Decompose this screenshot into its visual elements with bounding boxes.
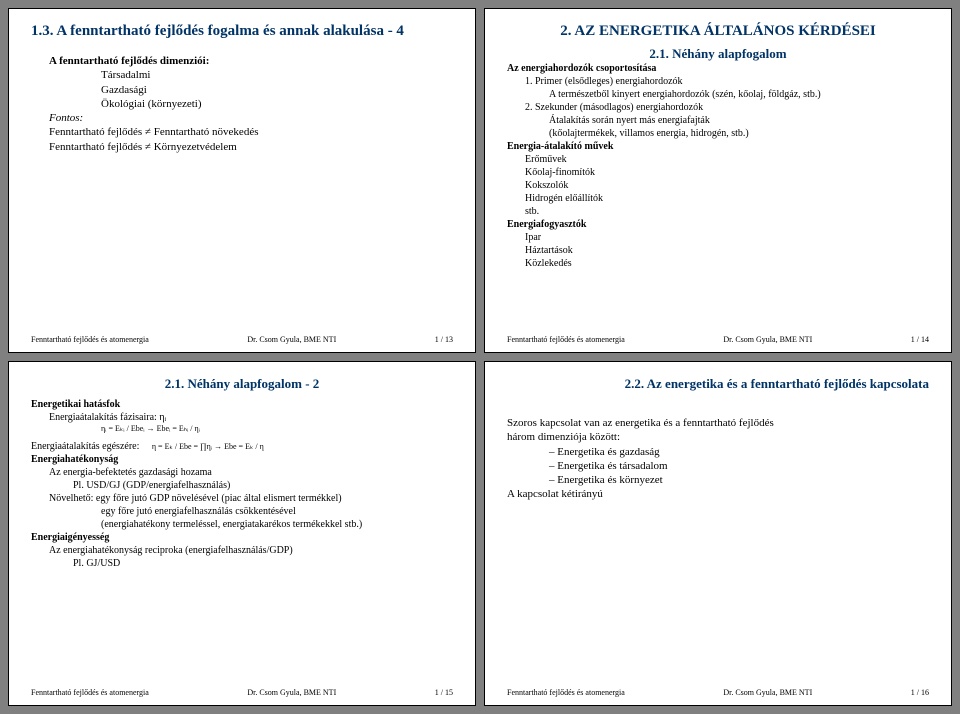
slide-14: 2. AZ ENERGETIKA ÁLTALÁNOS KÉRDÉSEI 2.1.… xyxy=(484,8,952,353)
equation: η = Eₖ / Ebe = ∏ηᵢ → Ebe = Eₖ / η xyxy=(152,442,264,451)
text-line: Energia-átalakító művek xyxy=(507,140,929,153)
text-line: – Energetika és társadalom xyxy=(549,459,929,473)
footer-right: 1 / 13 xyxy=(435,335,453,344)
slide-footer: Fenntartható fejlődés és atomenergia Dr.… xyxy=(507,335,929,344)
text-line: Szoros kapcsolat van az energetika és a … xyxy=(507,416,929,430)
slide-content: Az energiahordozók csoportosítása 1. Pri… xyxy=(507,62,929,331)
text-line: Pl. GJ/USD xyxy=(73,557,453,570)
footer-left: Fenntartható fejlődés és atomenergia xyxy=(31,335,149,344)
text-line: Energiaátalakítás egészére: η = Eₖ / Ebe… xyxy=(31,440,453,453)
text-line: egy főre jutó energiafelhasználás csökke… xyxy=(101,505,453,518)
text-line: Az energiahatékonyság reciproka (energia… xyxy=(49,544,453,557)
text-line: Átalakítás során nyert más energiafajták xyxy=(549,114,929,127)
slide-title: 2. AZ ENERGETIKA ÁLTALÁNOS KÉRDÉSEI xyxy=(507,23,929,40)
text-line: Fenntartható fejlődés ≠ Fenntartható növ… xyxy=(49,125,453,139)
footer-mid: Dr. Csom Gyula, BME NTI xyxy=(247,335,336,344)
text-line: Energiahatékonyság xyxy=(31,453,453,466)
text-line: 2. Szekunder (másodlagos) energiahordozó… xyxy=(525,101,929,114)
text-line: Fenntartható fejlődés ≠ Környezetvédelem xyxy=(49,140,453,154)
text-line: – Energetika és gazdaság xyxy=(549,445,929,459)
text-line: (energiahatékony termeléssel, energiatak… xyxy=(101,518,453,531)
text-line: Az energiahordozók csoportosítása xyxy=(507,62,929,75)
footer-right: 1 / 15 xyxy=(435,688,453,697)
footer-left: Fenntartható fejlődés és atomenergia xyxy=(507,335,625,344)
slide-13: 1.3. A fenntartható fejlődés fogalma és … xyxy=(8,8,476,353)
footer-left: Fenntartható fejlődés és atomenergia xyxy=(31,688,149,697)
text-line: Fontos: xyxy=(49,111,453,125)
text-line: A fenntartható fejlődés dimenziói: xyxy=(49,54,453,68)
text-line: Erőművek xyxy=(525,153,929,166)
slide-content: A fenntartható fejlődés dimenziói: Társa… xyxy=(31,46,453,331)
slide-15: 2.1. Néhány alapfogalom - 2 Energetikai … xyxy=(8,361,476,706)
footer-right: 1 / 16 xyxy=(911,688,929,697)
text-line: Ipar xyxy=(525,231,929,244)
text-line: Közlekedés xyxy=(525,257,929,270)
slide-content: Szoros kapcsolat van az energetika és a … xyxy=(507,398,929,684)
text-line: Hidrogén előállítók xyxy=(525,192,929,205)
footer-mid: Dr. Csom Gyula, BME NTI xyxy=(723,688,812,697)
slide-content: Energetikai hatásfok Energiaátalakítás f… xyxy=(31,398,453,684)
slide-title: 1.3. A fenntartható fejlődés fogalma és … xyxy=(31,23,453,40)
footer-left: Fenntartható fejlődés és atomenergia xyxy=(507,688,625,697)
text-line: Pl. USD/GJ (GDP/energiafelhasználás) xyxy=(73,479,453,492)
text-line: Háztartások xyxy=(525,244,929,257)
slide-footer: Fenntartható fejlődés és atomenergia Dr.… xyxy=(507,688,929,697)
slide-footer: Fenntartható fejlődés és atomenergia Dr.… xyxy=(31,688,453,697)
text-line: Az energia-befektetés gazdasági hozama xyxy=(49,466,453,479)
slide-footer: Fenntartható fejlődés és atomenergia Dr.… xyxy=(31,335,453,344)
text-line: Gazdasági xyxy=(101,83,453,97)
equation: ηᵢ = Eₖᵢ / Ebeᵢ → Ebeᵢ = Eₕᵢ / ηᵢ xyxy=(101,424,453,434)
text-line: (kőolajtermékek, villamos energia, hidro… xyxy=(549,127,929,140)
text-line: Társadalmi xyxy=(101,68,453,82)
slide-16: 2.2. Az energetika és a fenntartható fej… xyxy=(484,361,952,706)
text-line: Energiaigényesség xyxy=(31,531,453,544)
text-line: – Energetika és környezet xyxy=(549,473,929,487)
text-line: Kőolaj-finomítók xyxy=(525,166,929,179)
text-line: három dimenziója között: xyxy=(507,430,929,444)
slide-subtitle: 2.1. Néhány alapfogalom - 2 xyxy=(31,376,453,392)
slide-subtitle: 2.1. Néhány alapfogalom xyxy=(507,46,929,62)
text-line: stb. xyxy=(525,205,929,218)
footer-right: 1 / 14 xyxy=(911,335,929,344)
footer-mid: Dr. Csom Gyula, BME NTI xyxy=(247,688,336,697)
slide-subtitle: 2.2. Az energetika és a fenntartható fej… xyxy=(507,376,929,392)
footer-mid: Dr. Csom Gyula, BME NTI xyxy=(723,335,812,344)
text-line: Energiafogyasztók xyxy=(507,218,929,231)
text-line: A természetből kinyert energiahordozók (… xyxy=(549,88,929,101)
text-line: 1. Primer (elsődleges) energiahordozók xyxy=(525,75,929,88)
text-line: Ökológiai (környezeti) xyxy=(101,97,453,111)
text-line: Energiaátalakítás fázisaira: ηᵢ xyxy=(49,411,453,424)
text-line: Növelhető: egy főre jutó GDP növelésével… xyxy=(49,492,453,505)
text-line: Kokszolók xyxy=(525,179,929,192)
text-line: A kapcsolat kétirányú xyxy=(507,487,929,501)
text-line: Energetikai hatásfok xyxy=(31,398,453,411)
